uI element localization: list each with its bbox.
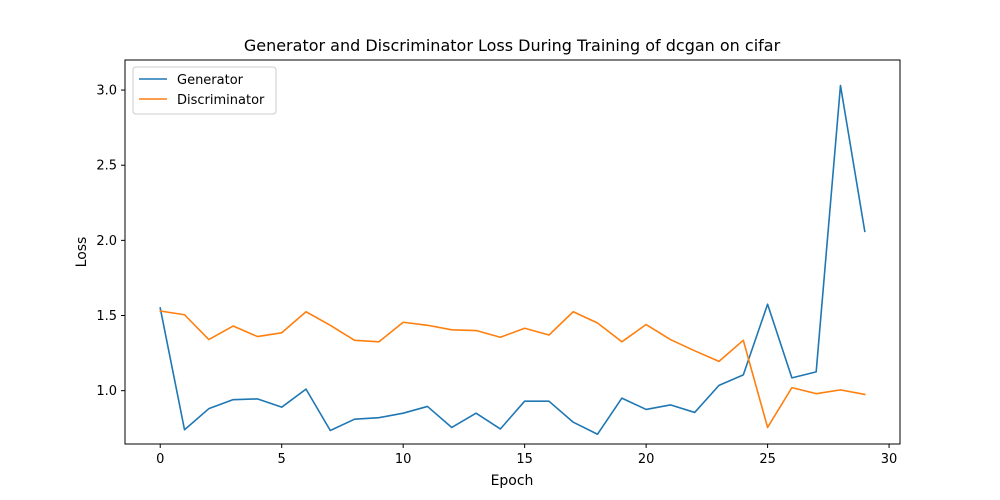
x-tick-label: 15 bbox=[516, 452, 533, 467]
legend-label-generator: Generator bbox=[177, 73, 244, 88]
x-tick-label: 20 bbox=[638, 452, 655, 467]
y-axis-label: Loss bbox=[74, 237, 90, 268]
x-axis-label: Epoch bbox=[491, 473, 534, 489]
y-tick-label: 1.0 bbox=[96, 384, 117, 399]
y-axis: 1.0 1.5 2.0 2.5 3.0 bbox=[96, 84, 125, 399]
y-tick-label: 2.0 bbox=[96, 234, 117, 249]
plot-frame bbox=[124, 59, 901, 445]
chart-title: Generator and Discriminator Loss During … bbox=[244, 36, 781, 55]
y-tick-label: 1.5 bbox=[96, 309, 117, 324]
series-line-generator bbox=[159, 84, 866, 436]
x-tick-label: 5 bbox=[278, 452, 286, 467]
x-tick-label: 0 bbox=[156, 452, 164, 467]
x-axis: 0 5 10 15 20 25 30 bbox=[156, 444, 897, 467]
x-tick-label: 25 bbox=[759, 452, 776, 467]
y-tick-label: 3.0 bbox=[96, 84, 117, 99]
legend-box bbox=[132, 66, 277, 115]
x-tick-label: 30 bbox=[881, 452, 898, 467]
y-tick-label: 2.5 bbox=[96, 159, 117, 174]
plot-area bbox=[125, 60, 900, 444]
x-tick-label: 10 bbox=[395, 452, 412, 467]
legend: Generator Discriminator bbox=[132, 66, 277, 115]
series-line-discriminator bbox=[159, 310, 866, 429]
legend-label-discriminator: Discriminator bbox=[177, 93, 265, 108]
series-layer bbox=[159, 84, 866, 436]
